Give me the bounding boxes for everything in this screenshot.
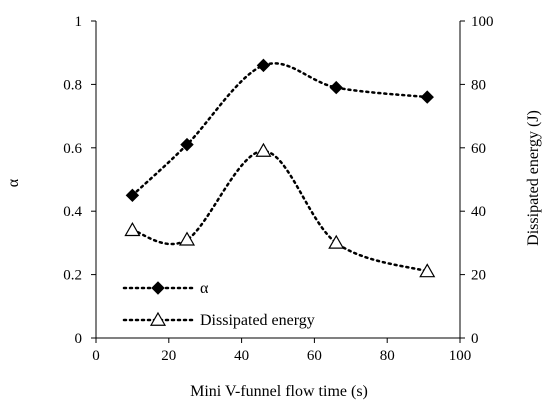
data-point-triangle <box>124 222 141 237</box>
left-y-axis-title: α <box>5 178 22 187</box>
data-point-triangle <box>328 234 345 249</box>
x-tick-label: 60 <box>307 348 322 364</box>
left-y-tick-label: 0.4 <box>63 204 82 220</box>
x-tick-label: 0 <box>92 348 100 364</box>
series-line <box>131 62 429 197</box>
series-layer <box>124 58 436 278</box>
legend: α Dissipated energy <box>122 280 315 329</box>
right-y-tick-label: 60 <box>471 141 486 157</box>
right-y-axis-ticks: 0 20 40 60 80 100 <box>460 14 494 347</box>
right-y-tick-label: 20 <box>471 268 486 284</box>
data-point-diamond <box>125 188 140 203</box>
legend-marker-diamond <box>151 281 165 295</box>
right-y-tick-label: 40 <box>471 204 486 220</box>
x-axis-ticks: 0 20 40 60 80 100 <box>92 338 471 364</box>
x-tick-label: 80 <box>380 348 395 364</box>
series-dissipated-energy <box>124 142 436 278</box>
data-point-triangle <box>178 231 196 246</box>
left-y-tick-label: 0.8 <box>63 77 82 93</box>
data-point-diamond <box>420 90 434 104</box>
x-tick-label: 100 <box>449 348 472 364</box>
data-point-triangle <box>419 263 436 278</box>
legend-label: α <box>200 280 209 297</box>
left-y-tick-label: 0.6 <box>63 141 82 157</box>
data-point-diamond <box>256 58 271 73</box>
right-y-tick-label: 80 <box>471 77 486 93</box>
legend-item: α <box>122 280 209 297</box>
data-point-triangle <box>255 142 272 157</box>
series-line <box>131 149 429 273</box>
plot-frame <box>95 21 461 339</box>
x-axis-title: Mini V-funnel flow time (s) <box>190 383 368 400</box>
x-tick-label: 40 <box>234 348 249 364</box>
right-y-axis-title: Dissipated energy (J) <box>525 110 542 246</box>
legend-marker-triangle <box>149 311 167 326</box>
left-y-tick-label: 0 <box>75 331 83 347</box>
series-alpha <box>125 58 434 203</box>
left-y-tick-label: 1 <box>75 14 83 30</box>
data-point-diamond <box>329 80 343 95</box>
left-y-axis-ticks: 0 0.2 0.4 0.6 0.8 1 <box>63 14 96 347</box>
right-y-tick-label: 0 <box>471 331 479 347</box>
left-y-tick-label: 0.2 <box>63 268 82 284</box>
right-y-tick-label: 100 <box>471 14 494 30</box>
legend-label: Dissipated energy <box>200 312 315 329</box>
legend-item: Dissipated energy <box>122 311 315 329</box>
x-tick-label: 20 <box>161 348 176 364</box>
data-point-diamond <box>180 137 194 152</box>
